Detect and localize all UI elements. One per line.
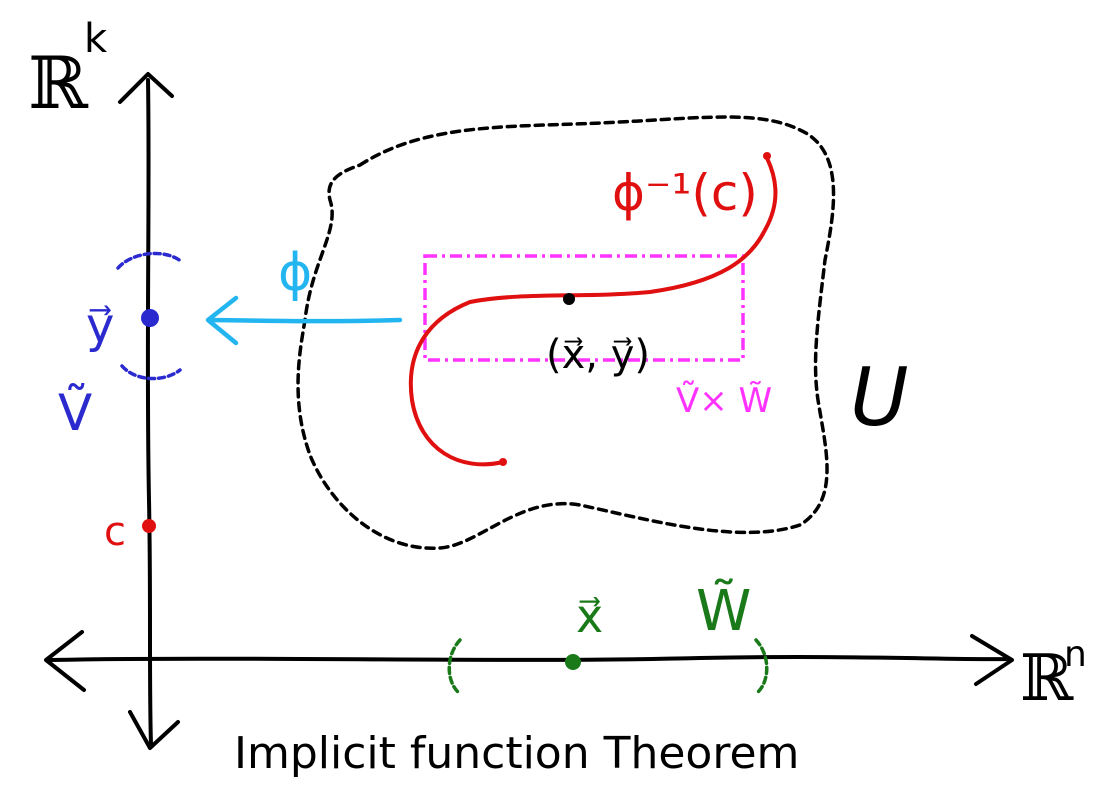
map-phi-label: ϕ xyxy=(278,243,312,303)
point-y-label: y⃗ xyxy=(86,298,114,354)
open-set-u-label: U xyxy=(850,351,909,444)
point-xy-dot xyxy=(563,293,575,305)
preimage-label: ϕ⁻¹(c) xyxy=(612,164,758,222)
vertical-axis-top-arrowhead xyxy=(118,72,174,104)
horizontal-axis-line xyxy=(48,655,1012,662)
point-c-dot xyxy=(142,519,156,533)
preimage-curve-start-dot xyxy=(499,458,507,466)
diagram-title: Implicit function Theorem xyxy=(234,728,799,779)
vertical-axis-line xyxy=(145,78,153,747)
map-phi-arrow-head xyxy=(205,295,239,346)
map-phi-arrow xyxy=(205,295,403,346)
point-x-label: x⃗ xyxy=(576,589,603,643)
y-neighborhood-label: Ṽ xyxy=(58,383,92,442)
vertical-axis xyxy=(118,72,180,750)
neighborhood-box-label: Ṽ× W̃ xyxy=(676,380,772,421)
preimage-level-set-curve xyxy=(408,156,778,467)
y-neighborhood-upper-arc xyxy=(116,251,184,270)
point-x-dot xyxy=(565,654,581,670)
horizontal-space-exponent: n xyxy=(1064,634,1087,675)
x-neighborhood-right-bracket xyxy=(754,638,769,694)
horizontal-axis-right-arrowhead xyxy=(970,634,1014,686)
vertical-space-exponent: k xyxy=(84,16,108,62)
y-neighborhood-lower-arc xyxy=(120,364,182,381)
horizontal-axis xyxy=(44,630,1014,692)
open-set-u-boundary xyxy=(296,115,836,550)
point-y-dot xyxy=(141,309,159,327)
x-neighborhood-left-bracket xyxy=(447,638,462,694)
vertical-space-label: ℝ xyxy=(28,41,89,125)
vertical-axis-bottom-arrowhead xyxy=(128,710,180,750)
point-xy-label: (x⃗, y⃗) xyxy=(546,332,650,378)
point-c-label: c xyxy=(104,509,126,555)
horizontal-axis-left-arrowhead xyxy=(44,630,86,692)
map-phi-arrow-shaft xyxy=(209,317,403,324)
x-neighborhood-label: W̃ xyxy=(696,579,751,644)
horizontal-space-label: ℝ xyxy=(1020,642,1074,716)
preimage-curve-end-dot xyxy=(763,152,771,160)
neighborhood-box xyxy=(423,254,745,362)
